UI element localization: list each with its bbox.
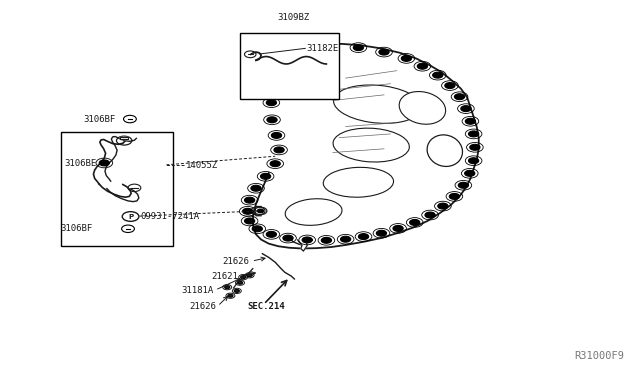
Text: P: P: [128, 214, 133, 219]
Circle shape: [468, 158, 479, 164]
Circle shape: [271, 132, 282, 138]
Circle shape: [266, 100, 276, 106]
Circle shape: [247, 274, 252, 277]
Text: 31181A: 31181A: [182, 286, 214, 295]
Text: 21626: 21626: [223, 257, 250, 266]
Circle shape: [401, 55, 412, 61]
Circle shape: [379, 49, 389, 55]
Circle shape: [454, 94, 465, 100]
Circle shape: [433, 72, 443, 78]
Circle shape: [461, 106, 471, 112]
Circle shape: [243, 208, 253, 214]
Polygon shape: [298, 240, 307, 251]
Circle shape: [225, 286, 230, 289]
Circle shape: [99, 160, 109, 166]
Polygon shape: [253, 44, 479, 248]
Text: 3109BZ: 3109BZ: [278, 13, 310, 22]
Circle shape: [252, 226, 262, 232]
Polygon shape: [120, 137, 128, 139]
Circle shape: [267, 117, 277, 123]
Circle shape: [234, 289, 239, 292]
Text: 21626: 21626: [189, 302, 216, 311]
Circle shape: [340, 236, 351, 242]
Text: 3106BE: 3106BE: [64, 159, 96, 168]
Circle shape: [438, 203, 448, 209]
Text: 21621: 21621: [211, 272, 238, 280]
Text: 09931-7241A: 09931-7241A: [141, 212, 200, 221]
Circle shape: [324, 42, 335, 48]
Circle shape: [228, 294, 233, 297]
Text: 14055Z: 14055Z: [186, 161, 218, 170]
Circle shape: [393, 225, 403, 231]
Circle shape: [257, 209, 264, 213]
Circle shape: [270, 83, 280, 89]
Text: R31000F9: R31000F9: [574, 351, 624, 361]
Circle shape: [465, 170, 475, 176]
Circle shape: [302, 237, 312, 243]
Circle shape: [296, 45, 306, 51]
Text: 31182E: 31182E: [306, 44, 338, 53]
Circle shape: [283, 235, 293, 241]
Circle shape: [282, 51, 292, 57]
Circle shape: [376, 230, 387, 236]
Circle shape: [410, 219, 420, 225]
Circle shape: [244, 218, 255, 224]
Circle shape: [260, 173, 271, 179]
Bar: [240, 33, 339, 99]
Circle shape: [465, 118, 476, 124]
Circle shape: [321, 237, 332, 243]
Circle shape: [470, 144, 480, 150]
Circle shape: [458, 182, 468, 188]
Circle shape: [358, 234, 369, 240]
Text: 3106BF: 3106BF: [61, 224, 93, 233]
Circle shape: [425, 212, 435, 218]
Circle shape: [237, 281, 243, 284]
Ellipse shape: [399, 92, 445, 124]
Circle shape: [445, 83, 455, 89]
Circle shape: [266, 231, 276, 237]
Circle shape: [449, 193, 460, 199]
Text: SEC.214: SEC.214: [247, 302, 285, 311]
Circle shape: [468, 131, 479, 137]
Circle shape: [275, 63, 285, 69]
Ellipse shape: [333, 85, 422, 124]
Bar: [61, 132, 173, 246]
Ellipse shape: [427, 135, 463, 166]
Circle shape: [244, 197, 255, 203]
Ellipse shape: [323, 167, 394, 197]
Circle shape: [274, 147, 284, 153]
Circle shape: [270, 161, 280, 167]
Circle shape: [241, 276, 246, 279]
Ellipse shape: [333, 128, 410, 162]
Ellipse shape: [285, 199, 342, 225]
Circle shape: [417, 63, 428, 69]
Text: 3106BF: 3106BF: [83, 115, 115, 124]
Circle shape: [251, 185, 261, 191]
Circle shape: [353, 45, 364, 51]
